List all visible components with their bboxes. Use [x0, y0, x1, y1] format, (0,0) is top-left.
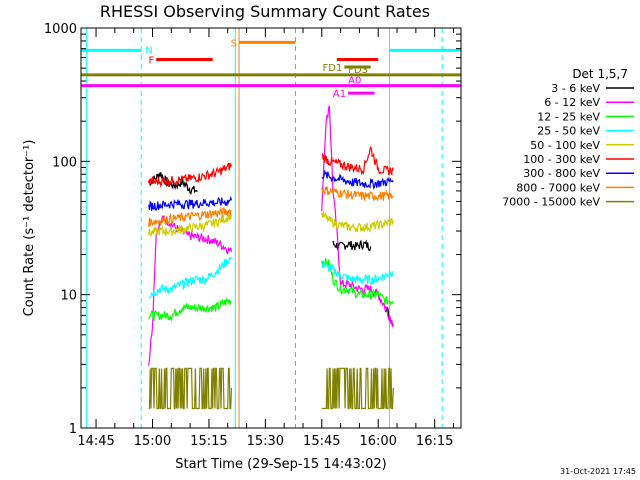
series-line-3-0 — [148, 256, 233, 299]
time-bar-label-7: A0 — [348, 76, 361, 87]
x-tick-label-2: 15:15 — [190, 434, 227, 449]
time-bar-label-8: A1 — [333, 89, 346, 100]
series-line-7-0 — [148, 205, 232, 227]
series-line-8-0 — [148, 367, 233, 410]
series-line-8-1 — [321, 367, 394, 410]
x-tick-label-6: 16:15 — [416, 434, 453, 449]
y-tick-label-2: 100 — [52, 155, 77, 170]
series-line-1-0 — [148, 214, 233, 366]
y-axis-label: Count Rate (s⁻¹ detector⁻¹) — [22, 140, 37, 317]
y-tick-label-3: 1000 — [44, 22, 77, 37]
series-line-6-1 — [321, 169, 394, 190]
series-line-7-1 — [321, 186, 394, 203]
time-bar-label-3: F — [148, 56, 154, 67]
x-tick-label-1: 15:00 — [134, 434, 171, 449]
legend-label-1: 6 - 12 keV — [544, 96, 600, 109]
legend-label-3: 25 - 50 keV — [537, 125, 600, 138]
x-tick-label-5: 16:00 — [359, 434, 396, 449]
legend-label-2: 12 - 25 keV — [537, 110, 600, 123]
legend-label-0: 3 - 6 keV — [551, 82, 600, 95]
legend-title: Det 1,5,7 — [572, 67, 628, 81]
x-tick-label-3: 15:30 — [247, 434, 284, 449]
footer-timestamp: 31-Oct-2021 17:45 — [560, 467, 636, 476]
series-line-1-1 — [321, 105, 394, 327]
legend-label-6: 300 - 800 keV — [523, 167, 600, 180]
series-line-3-1 — [321, 260, 394, 286]
series-line-0-1 — [332, 239, 372, 252]
series-line-4-1 — [321, 211, 394, 234]
time-bar-label-0: N — [145, 45, 152, 56]
series-line-2-0 — [148, 296, 232, 323]
legend-label-5: 100 - 300 keV — [523, 153, 600, 166]
legend-label-7: 800 - 7000 keV — [516, 181, 600, 194]
legend-label-4: 50 - 100 keV — [530, 139, 600, 152]
y-tick-label-1: 10 — [60, 289, 77, 304]
series-line-2-1 — [321, 257, 394, 306]
series-line-5-0 — [148, 162, 233, 188]
time-bar-label-2: S — [231, 38, 237, 49]
series-line-5-1 — [321, 145, 394, 176]
x-tick-label-4: 15:45 — [303, 434, 340, 449]
x-axis: 14:45 15:00 15:15 15:30 15:45 16:00 16:15 — [77, 28, 454, 449]
y-axis: 1 10 100 1000 — [44, 22, 461, 437]
time-bar-label-5: FD1 — [323, 63, 343, 74]
x-axis-label: Start Time (29-Sep-15 14:43:02) — [175, 457, 386, 472]
x-tick-label-0: 14:45 — [77, 434, 114, 449]
plot-frame — [80, 27, 462, 429]
chart-title: RHESSI Observing Summary Count Rates — [100, 2, 430, 21]
series-line-6-0 — [148, 195, 233, 211]
time-bar-label-6: FD3 — [348, 65, 368, 76]
series-line-4-0 — [148, 212, 233, 238]
legend-label-8: 7000 - 15000 keV — [502, 196, 600, 209]
y-tick-label-0: 1 — [69, 422, 77, 437]
